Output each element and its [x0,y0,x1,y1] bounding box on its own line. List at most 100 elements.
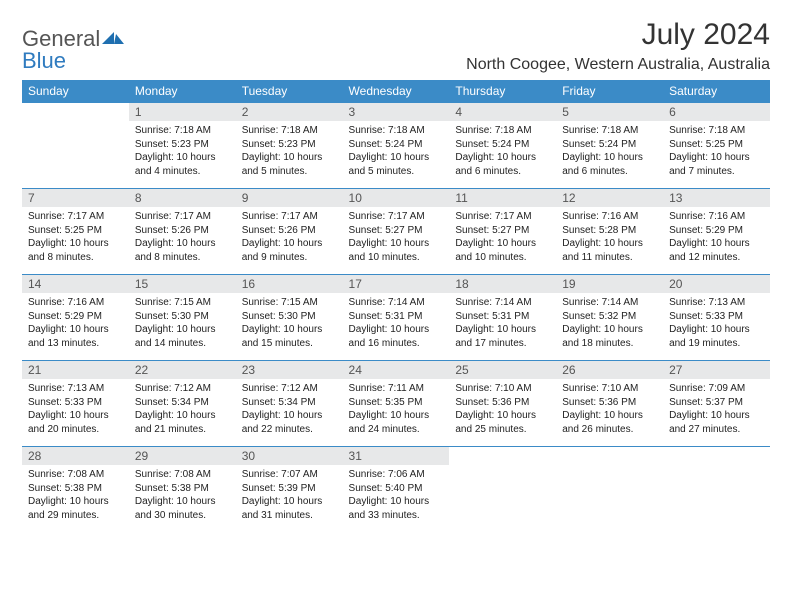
title-block: July 2024 North Coogee, Western Australi… [466,18,770,74]
day-details: Sunrise: 7:18 AMSunset: 5:23 PMDaylight:… [129,121,236,182]
day-details: Sunrise: 7:18 AMSunset: 5:23 PMDaylight:… [236,121,343,182]
day-details: Sunrise: 7:10 AMSunset: 5:36 PMDaylight:… [556,379,663,440]
day-number: 3 [343,103,450,121]
day-details: Sunrise: 7:07 AMSunset: 5:39 PMDaylight:… [236,465,343,526]
day-number: 19 [556,275,663,293]
calendar-day-cell: 14Sunrise: 7:16 AMSunset: 5:29 PMDayligh… [22,275,129,361]
day-details: Sunrise: 7:17 AMSunset: 5:26 PMDaylight:… [129,207,236,268]
day-number: 8 [129,189,236,207]
day-number: 6 [663,103,770,121]
calendar-day-cell: 26Sunrise: 7:10 AMSunset: 5:36 PMDayligh… [556,361,663,447]
day-number: 31 [343,447,450,465]
day-number: 18 [449,275,556,293]
day-number: 21 [22,361,129,379]
day-number: 25 [449,361,556,379]
calendar-day-cell: 8Sunrise: 7:17 AMSunset: 5:26 PMDaylight… [129,189,236,275]
calendar-table: SundayMondayTuesdayWednesdayThursdayFrid… [22,80,770,533]
day-details: Sunrise: 7:06 AMSunset: 5:40 PMDaylight:… [343,465,450,526]
day-number: 11 [449,189,556,207]
calendar-week-row: 7Sunrise: 7:17 AMSunset: 5:25 PMDaylight… [22,189,770,275]
calendar-day-cell [22,103,129,189]
day-number: 1 [129,103,236,121]
day-number: 9 [236,189,343,207]
day-number: 26 [556,361,663,379]
header: General July 2024 North Coogee, Western … [22,18,770,74]
day-details: Sunrise: 7:15 AMSunset: 5:30 PMDaylight:… [236,293,343,354]
day-number: 4 [449,103,556,121]
calendar-day-cell: 3Sunrise: 7:18 AMSunset: 5:24 PMDaylight… [343,103,450,189]
calendar-day-cell: 15Sunrise: 7:15 AMSunset: 5:30 PMDayligh… [129,275,236,361]
calendar-day-cell: 22Sunrise: 7:12 AMSunset: 5:34 PMDayligh… [129,361,236,447]
calendar-day-cell: 4Sunrise: 7:18 AMSunset: 5:24 PMDaylight… [449,103,556,189]
calendar-day-cell: 20Sunrise: 7:13 AMSunset: 5:33 PMDayligh… [663,275,770,361]
calendar-day-cell: 30Sunrise: 7:07 AMSunset: 5:39 PMDayligh… [236,447,343,533]
calendar-day-cell: 13Sunrise: 7:16 AMSunset: 5:29 PMDayligh… [663,189,770,275]
calendar-day-cell: 11Sunrise: 7:17 AMSunset: 5:27 PMDayligh… [449,189,556,275]
day-details: Sunrise: 7:08 AMSunset: 5:38 PMDaylight:… [22,465,129,526]
weekday-header: Tuesday [236,80,343,103]
day-details: Sunrise: 7:12 AMSunset: 5:34 PMDaylight:… [236,379,343,440]
day-details: Sunrise: 7:13 AMSunset: 5:33 PMDaylight:… [663,293,770,354]
weekday-header-row: SundayMondayTuesdayWednesdayThursdayFrid… [22,80,770,103]
day-number: 20 [663,275,770,293]
day-number: 29 [129,447,236,465]
calendar-day-cell: 9Sunrise: 7:17 AMSunset: 5:26 PMDaylight… [236,189,343,275]
weekday-header: Friday [556,80,663,103]
day-number: 15 [129,275,236,293]
day-details: Sunrise: 7:18 AMSunset: 5:24 PMDaylight:… [556,121,663,182]
calendar-day-cell: 6Sunrise: 7:18 AMSunset: 5:25 PMDaylight… [663,103,770,189]
calendar-day-cell: 23Sunrise: 7:12 AMSunset: 5:34 PMDayligh… [236,361,343,447]
day-details: Sunrise: 7:10 AMSunset: 5:36 PMDaylight:… [449,379,556,440]
day-number: 23 [236,361,343,379]
weekday-header: Thursday [449,80,556,103]
calendar-day-cell: 18Sunrise: 7:14 AMSunset: 5:31 PMDayligh… [449,275,556,361]
day-details: Sunrise: 7:16 AMSunset: 5:29 PMDaylight:… [663,207,770,268]
day-details: Sunrise: 7:18 AMSunset: 5:24 PMDaylight:… [449,121,556,182]
calendar-day-cell: 12Sunrise: 7:16 AMSunset: 5:28 PMDayligh… [556,189,663,275]
calendar-day-cell [449,447,556,533]
day-details: Sunrise: 7:14 AMSunset: 5:31 PMDaylight:… [343,293,450,354]
day-number: 27 [663,361,770,379]
calendar-day-cell: 25Sunrise: 7:10 AMSunset: 5:36 PMDayligh… [449,361,556,447]
calendar-day-cell: 28Sunrise: 7:08 AMSunset: 5:38 PMDayligh… [22,447,129,533]
calendar-day-cell: 31Sunrise: 7:06 AMSunset: 5:40 PMDayligh… [343,447,450,533]
day-number: 7 [22,189,129,207]
day-number: 12 [556,189,663,207]
calendar-day-cell: 1Sunrise: 7:18 AMSunset: 5:23 PMDaylight… [129,103,236,189]
title-month: July 2024 [466,18,770,52]
day-number: 17 [343,275,450,293]
day-number: 16 [236,275,343,293]
calendar-day-cell: 19Sunrise: 7:14 AMSunset: 5:32 PMDayligh… [556,275,663,361]
calendar-week-row: 21Sunrise: 7:13 AMSunset: 5:33 PMDayligh… [22,361,770,447]
calendar-week-row: 1Sunrise: 7:18 AMSunset: 5:23 PMDaylight… [22,103,770,189]
calendar-day-cell: 2Sunrise: 7:18 AMSunset: 5:23 PMDaylight… [236,103,343,189]
day-details: Sunrise: 7:16 AMSunset: 5:29 PMDaylight:… [22,293,129,354]
day-details: Sunrise: 7:12 AMSunset: 5:34 PMDaylight:… [129,379,236,440]
calendar-body: 1Sunrise: 7:18 AMSunset: 5:23 PMDaylight… [22,103,770,533]
day-details: Sunrise: 7:13 AMSunset: 5:33 PMDaylight:… [22,379,129,440]
calendar-day-cell: 21Sunrise: 7:13 AMSunset: 5:33 PMDayligh… [22,361,129,447]
day-number: 13 [663,189,770,207]
day-details: Sunrise: 7:09 AMSunset: 5:37 PMDaylight:… [663,379,770,440]
calendar-day-cell: 10Sunrise: 7:17 AMSunset: 5:27 PMDayligh… [343,189,450,275]
title-location: North Coogee, Western Australia, Austral… [466,56,770,74]
day-details: Sunrise: 7:17 AMSunset: 5:27 PMDaylight:… [343,207,450,268]
calendar-day-cell: 16Sunrise: 7:15 AMSunset: 5:30 PMDayligh… [236,275,343,361]
brand-text-blue: Blue [22,48,66,74]
day-number: 24 [343,361,450,379]
calendar-day-cell: 29Sunrise: 7:08 AMSunset: 5:38 PMDayligh… [129,447,236,533]
calendar-day-cell [556,447,663,533]
calendar-week-row: 14Sunrise: 7:16 AMSunset: 5:29 PMDayligh… [22,275,770,361]
day-details: Sunrise: 7:18 AMSunset: 5:24 PMDaylight:… [343,121,450,182]
day-number: 2 [236,103,343,121]
day-details: Sunrise: 7:17 AMSunset: 5:25 PMDaylight:… [22,207,129,268]
day-details: Sunrise: 7:17 AMSunset: 5:27 PMDaylight:… [449,207,556,268]
weekday-header: Sunday [22,80,129,103]
day-number: 28 [22,447,129,465]
brand-mark-icon [102,28,124,51]
day-number: 14 [22,275,129,293]
day-details: Sunrise: 7:14 AMSunset: 5:32 PMDaylight:… [556,293,663,354]
day-details: Sunrise: 7:17 AMSunset: 5:26 PMDaylight:… [236,207,343,268]
day-details: Sunrise: 7:08 AMSunset: 5:38 PMDaylight:… [129,465,236,526]
day-details: Sunrise: 7:15 AMSunset: 5:30 PMDaylight:… [129,293,236,354]
